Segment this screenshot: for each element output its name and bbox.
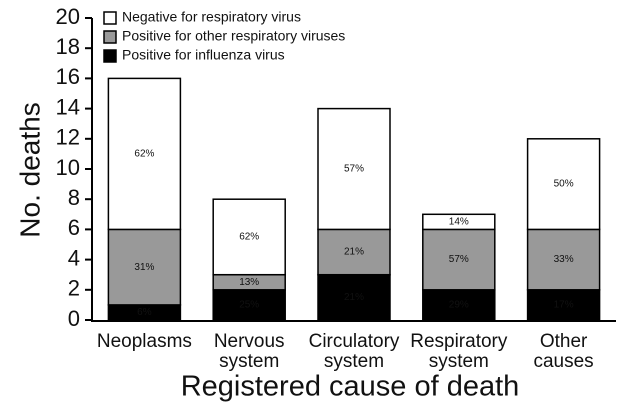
segment-label: 21% [344, 247, 364, 258]
segment-label: 21% [344, 292, 364, 303]
x-axis-title: Registered cause of death [181, 371, 520, 403]
legend-swatch [103, 30, 117, 44]
segment-label: 14% [449, 216, 469, 227]
segment-label: 33% [554, 254, 574, 265]
segment-label: 50% [554, 179, 574, 190]
y-tick-label: 14 [56, 94, 80, 119]
y-tick-label: 0 [68, 306, 80, 331]
x-tick-label: Other causes [533, 331, 593, 372]
segment-label: 6% [137, 307, 152, 318]
bar-segment [422, 289, 496, 321]
segment-label: 31% [134, 262, 154, 273]
bar-segment [212, 289, 286, 321]
x-tick-label: Neoplasms [97, 331, 192, 352]
bar-segment [422, 213, 496, 231]
legend-label: Negative for respiratory virus [122, 9, 301, 25]
y-tick-label: 18 [56, 34, 80, 59]
y-tick-label: 4 [68, 245, 80, 270]
segment-label: 25% [239, 300, 259, 311]
y-tick-label: 12 [56, 125, 80, 150]
bar-segment [107, 77, 182, 231]
legend-swatch [103, 49, 117, 63]
x-tick-label: Circulatory system [309, 331, 400, 372]
segment-label: 62% [239, 232, 259, 243]
bar-segment [107, 228, 182, 306]
segment-label: 29% [449, 300, 469, 311]
segment-label: 57% [449, 254, 469, 265]
segment-label: 62% [134, 149, 154, 160]
y-tick-label: 2 [68, 276, 80, 301]
y-tick-label: 16 [56, 64, 80, 89]
legend-swatch [103, 11, 117, 25]
bar-segment [212, 198, 286, 276]
y-axis-title: No. deaths [14, 102, 45, 237]
bar-segment [526, 138, 601, 231]
x-tick-label: Respiratory system [410, 331, 508, 372]
bar-segment [526, 228, 601, 291]
y-tick-label: 6 [68, 215, 80, 240]
bar-segment [317, 273, 391, 321]
y-tick-label: 20 [56, 4, 80, 29]
y-tick-label: 8 [68, 185, 80, 210]
legend-label: Positive for influenza virus [122, 47, 285, 63]
y-tick-label: 10 [56, 155, 80, 180]
bar-segment [317, 107, 391, 231]
segment-label: 17% [554, 300, 574, 311]
x-tick-label: Nervous system [214, 331, 285, 372]
segment-label: 13% [239, 277, 259, 288]
segment-label: 57% [344, 164, 364, 175]
legend-label: Positive for other respiratory viruses [122, 28, 345, 44]
